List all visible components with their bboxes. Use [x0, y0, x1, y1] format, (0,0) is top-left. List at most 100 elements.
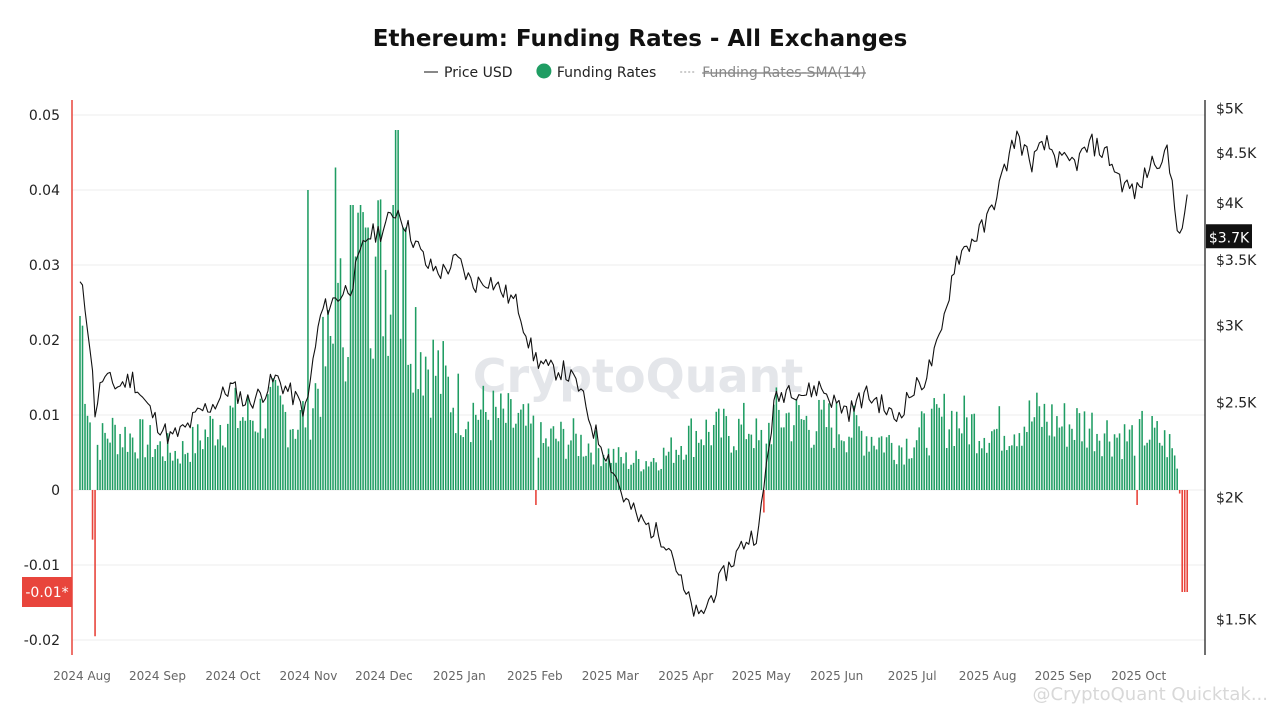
- funding-bar: [412, 392, 414, 490]
- funding-bar: [525, 425, 527, 490]
- funding-bar: [462, 437, 465, 490]
- funding-bar: [1023, 426, 1026, 490]
- funding-bar: [244, 420, 247, 490]
- funding-bar: [948, 429, 950, 490]
- funding-bar: [1041, 426, 1043, 490]
- funding-bar: [875, 449, 878, 490]
- funding-bar: [580, 434, 582, 490]
- funding-bar: [965, 417, 968, 490]
- funding-bar: [264, 428, 267, 490]
- funding-bar: [161, 456, 164, 490]
- funding-bar: [697, 442, 700, 490]
- funding-bar: [710, 445, 713, 490]
- funding-bar: [186, 452, 189, 490]
- funding-bar: [136, 458, 139, 490]
- funding-bar: [1093, 451, 1096, 490]
- funding-bar: [1051, 404, 1053, 490]
- funding-bar: [560, 421, 562, 490]
- funding-bar: [1066, 446, 1068, 490]
- funding-bar: [1136, 490, 1138, 505]
- funding-bar: [893, 459, 895, 490]
- funding-badge: [22, 577, 72, 607]
- funding-bar: [1081, 441, 1083, 490]
- funding-bar: [1171, 448, 1173, 490]
- funding-bar: [795, 398, 798, 490]
- funding-bar: [131, 437, 134, 490]
- funding-bar: [232, 407, 234, 490]
- funding-bar: [950, 410, 953, 490]
- funding-bar: [319, 416, 322, 490]
- funding-bar: [1008, 446, 1011, 490]
- funding-bar: [382, 336, 384, 490]
- funding-bar: [883, 452, 885, 490]
- funding-bar: [482, 385, 485, 490]
- x-tick-label: 2024 Nov: [280, 669, 338, 683]
- funding-bar: [908, 458, 910, 490]
- funding-bar: [1036, 392, 1038, 490]
- price-line: [79, 130, 1188, 617]
- funding-bar: [687, 425, 690, 490]
- funding-bar: [1038, 406, 1041, 490]
- funding-bar: [870, 436, 873, 490]
- x-tick-label: 2025 Sep: [1035, 669, 1092, 683]
- funding-bar: [279, 395, 282, 490]
- funding-bar: [317, 388, 319, 490]
- funding-bar: [860, 430, 863, 490]
- funding-bar: [981, 448, 983, 490]
- funding-bar: [632, 462, 635, 490]
- funding-bar: [1143, 445, 1146, 490]
- funding-bar: [492, 390, 495, 490]
- price-tick-label: $2K: [1216, 490, 1244, 506]
- funding-bar: [783, 427, 785, 490]
- price-badge-label: $3.7K: [1209, 230, 1250, 246]
- funding-bar: [242, 417, 244, 490]
- funding-bar: [793, 425, 795, 490]
- funding-bar: [780, 427, 783, 490]
- funding-bar: [369, 348, 372, 490]
- funding-bar: [750, 434, 753, 490]
- funding-bar: [206, 437, 209, 490]
- funding-bar: [1176, 468, 1178, 490]
- funding-bar: [1146, 442, 1148, 490]
- funding-bar: [199, 440, 202, 490]
- funding-bar: [738, 418, 740, 490]
- funding-bar: [1123, 424, 1126, 490]
- funding-bar: [141, 419, 144, 490]
- funding-bar: [272, 378, 274, 490]
- funding-bar: [1098, 440, 1101, 490]
- funding-bar: [1028, 400, 1031, 490]
- funding-bar: [928, 455, 930, 490]
- funding-bar: [660, 468, 662, 490]
- funding-bar: [743, 402, 745, 490]
- funding-bar: [219, 424, 222, 490]
- funding-bar: [1183, 490, 1186, 592]
- funding-bar: [923, 413, 925, 490]
- funding-bar: [650, 461, 652, 490]
- funding-bar: [166, 433, 169, 490]
- y-tick-label: 0.05: [29, 108, 60, 124]
- funding-bar: [1138, 419, 1141, 490]
- funding-bar: [337, 282, 339, 490]
- funding-bar: [808, 429, 810, 490]
- funding-bar: [101, 423, 104, 490]
- funding-bar: [968, 444, 971, 490]
- funding-bar: [722, 408, 725, 490]
- funding-bar: [758, 440, 760, 490]
- funding-bar: [620, 456, 622, 490]
- funding-bar: [685, 454, 687, 490]
- funding-bar: [895, 464, 898, 490]
- funding-bar: [715, 411, 718, 490]
- funding-bar: [970, 414, 973, 490]
- funding-bar: [1013, 434, 1016, 490]
- funding-bar: [249, 420, 252, 490]
- funding-bar: [903, 464, 905, 490]
- funding-bar: [682, 459, 685, 490]
- funding-bar: [600, 466, 602, 490]
- funding-bar: [214, 445, 217, 490]
- x-tick-label: 2024 Dec: [355, 669, 413, 683]
- funding-bar: [134, 452, 136, 490]
- funding-bar: [224, 447, 227, 490]
- funding-bar: [1116, 437, 1118, 490]
- funding-bar: [144, 457, 146, 490]
- funding-bar: [550, 428, 552, 490]
